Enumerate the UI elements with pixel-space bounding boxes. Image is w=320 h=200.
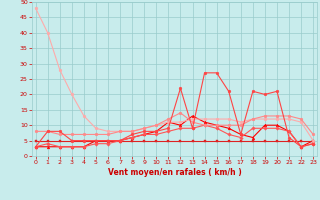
X-axis label: Vent moyen/en rafales ( km/h ): Vent moyen/en rafales ( km/h ) <box>108 168 241 177</box>
